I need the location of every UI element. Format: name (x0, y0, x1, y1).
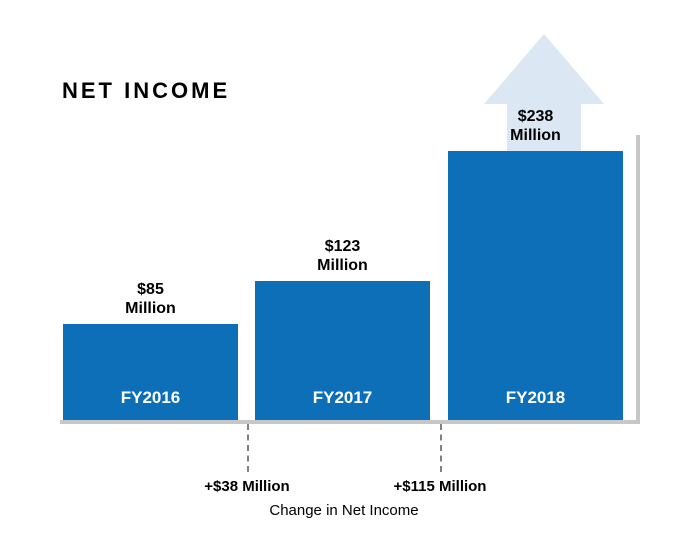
value-line2: Million (510, 127, 561, 144)
change-label-2: +$115 Million (380, 478, 500, 495)
bar-fy2017: $123 Million FY2017 (255, 281, 430, 420)
bar-fy2016: $85 Million FY2016 (63, 324, 238, 420)
value-line2: Million (125, 300, 176, 317)
bar-fy2018: $238 Million FY2018 (448, 151, 623, 420)
change-divider-1 (247, 424, 249, 472)
value-line1: $85 (137, 281, 164, 298)
change-footer-caption: Change in Net Income (244, 502, 444, 519)
change-label-1: +$38 Million (187, 478, 307, 495)
bar-category-label: FY2017 (255, 388, 430, 408)
chart-plot-area: $85 Million FY2016 $123 Million FY2017 $… (60, 0, 640, 420)
value-line1: $238 (518, 108, 554, 125)
bar-value-label: $123 Million (255, 237, 430, 275)
value-line2: Million (317, 257, 368, 274)
bar-value-label: $238 Million (448, 107, 623, 145)
bar-value-label: $85 Million (63, 280, 238, 318)
bar-category-label: FY2018 (448, 388, 623, 408)
x-axis-line (60, 420, 640, 424)
value-line1: $123 (325, 238, 361, 255)
y-axis-right-line (636, 135, 640, 424)
change-divider-2 (440, 424, 442, 472)
bar-category-label: FY2016 (63, 388, 238, 408)
